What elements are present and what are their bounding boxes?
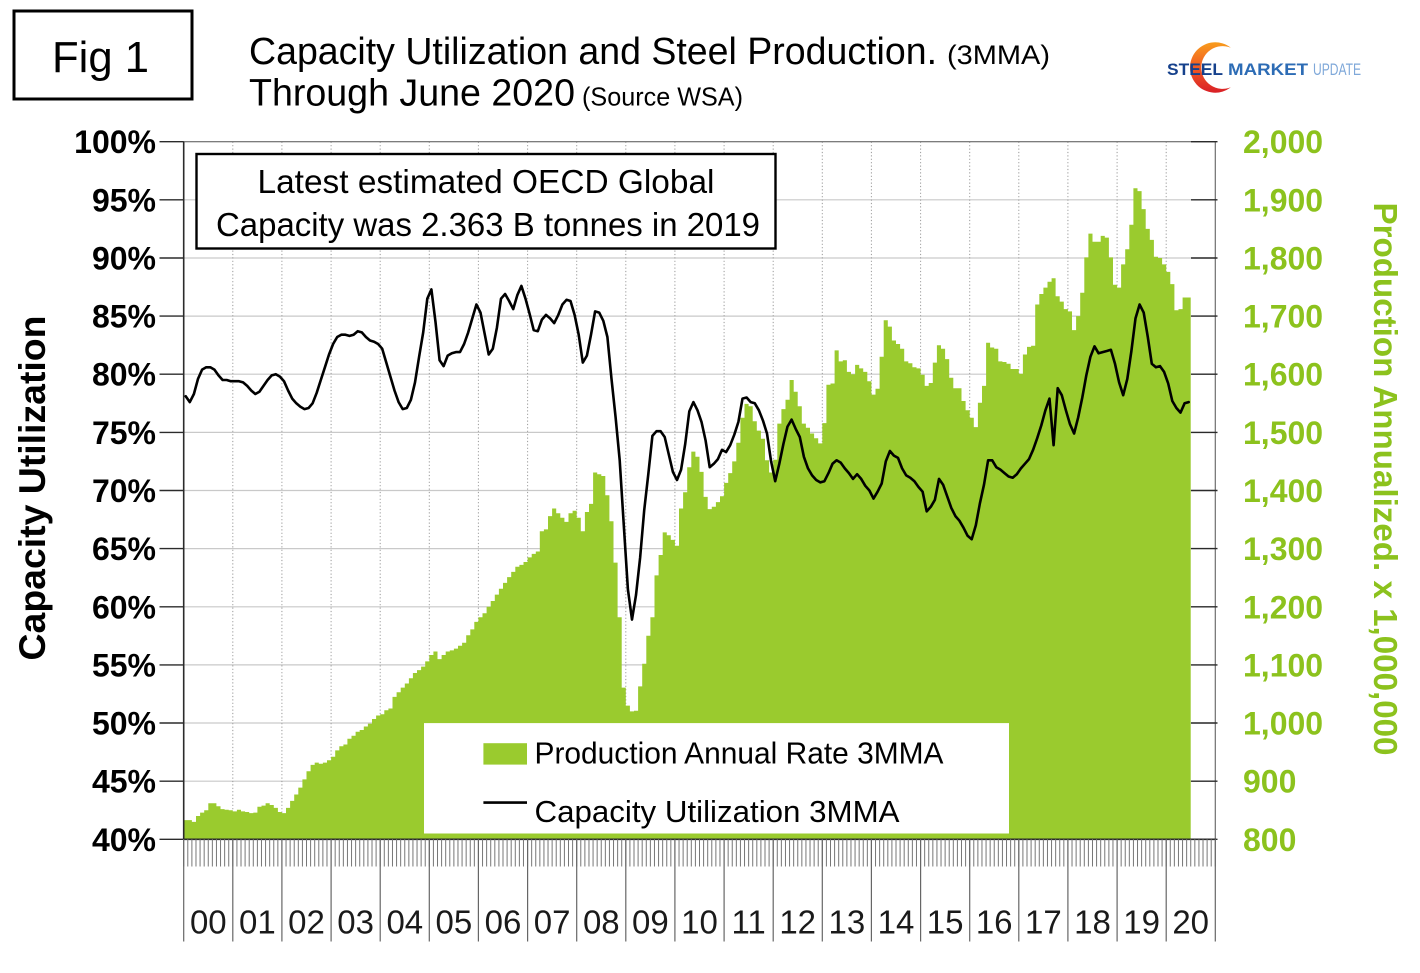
svg-text:1,300: 1,300	[1243, 531, 1323, 567]
svg-text:03: 03	[337, 904, 374, 941]
svg-text:95%: 95%	[92, 182, 156, 218]
svg-text:UPDATE: UPDATE	[1313, 60, 1361, 79]
svg-text:1,400: 1,400	[1243, 473, 1323, 509]
svg-text:1,500: 1,500	[1243, 415, 1323, 451]
svg-text:12: 12	[779, 904, 816, 941]
svg-text:17: 17	[1025, 904, 1062, 941]
svg-text:1,700: 1,700	[1243, 299, 1323, 335]
svg-text:1,100: 1,100	[1243, 647, 1323, 683]
svg-text:06: 06	[485, 904, 522, 941]
svg-text:Capacity Utilization: Capacity Utilization	[12, 316, 53, 661]
svg-text:Latest estimated OECD Global: Latest estimated OECD Global	[258, 163, 715, 200]
svg-text:60%: 60%	[92, 589, 156, 625]
svg-text:80%: 80%	[92, 357, 156, 393]
svg-text:20: 20	[1172, 904, 1209, 941]
svg-text:100%: 100%	[74, 124, 156, 160]
svg-text:Capacity Utilization 3MMA: Capacity Utilization 3MMA	[535, 795, 901, 829]
svg-text:05: 05	[436, 904, 473, 941]
svg-text:18: 18	[1074, 904, 1111, 941]
svg-text:40%: 40%	[92, 822, 156, 858]
svg-text:STEEL: STEEL	[1167, 60, 1223, 79]
svg-text:10: 10	[681, 904, 718, 941]
svg-text:19: 19	[1123, 904, 1160, 941]
svg-text:1,200: 1,200	[1243, 589, 1323, 625]
svg-text:900: 900	[1243, 764, 1296, 800]
svg-text:MARKET: MARKET	[1228, 60, 1309, 79]
svg-text:75%: 75%	[92, 415, 156, 451]
svg-text:1,800: 1,800	[1243, 241, 1323, 277]
svg-text:Capacity was 2.363 B tonnes in: Capacity was 2.363 B tonnes in 2019	[216, 206, 760, 243]
svg-text:14: 14	[878, 904, 915, 941]
svg-text:90%: 90%	[92, 241, 156, 277]
svg-text:65%: 65%	[92, 531, 156, 567]
svg-text:15: 15	[927, 904, 964, 941]
svg-text:800: 800	[1243, 822, 1296, 858]
svg-text:Through June 2020: Through June 2020	[249, 73, 575, 115]
svg-text:Production Annualized. x 1,000: Production Annualized. x 1,000,000	[1367, 203, 1404, 756]
svg-text:13: 13	[829, 904, 866, 941]
svg-text:Fig 1: Fig 1	[52, 33, 149, 82]
svg-text:04: 04	[386, 904, 423, 941]
svg-text:Production Annual Rate 3MMA: Production Annual Rate 3MMA	[535, 737, 945, 771]
svg-text:09: 09	[632, 904, 669, 941]
svg-text:1,000: 1,000	[1243, 706, 1323, 742]
svg-text:00: 00	[190, 904, 227, 941]
svg-text:2,000: 2,000	[1243, 124, 1323, 160]
svg-text:08: 08	[583, 904, 620, 941]
svg-text:01: 01	[239, 904, 276, 941]
svg-text:16: 16	[976, 904, 1013, 941]
svg-text:1,600: 1,600	[1243, 357, 1323, 393]
svg-text:Capacity Utilization and Steel: Capacity Utilization and Steel Productio…	[249, 31, 937, 73]
svg-text:55%: 55%	[92, 647, 156, 683]
svg-text:1,900: 1,900	[1243, 182, 1323, 218]
svg-text:11: 11	[731, 904, 765, 941]
svg-text:07: 07	[534, 904, 571, 941]
svg-text:85%: 85%	[92, 299, 156, 335]
svg-text:(3MMA): (3MMA)	[947, 40, 1050, 70]
svg-text:02: 02	[288, 904, 325, 941]
svg-text:50%: 50%	[92, 706, 156, 742]
svg-text:70%: 70%	[92, 473, 156, 509]
svg-text:45%: 45%	[92, 764, 156, 800]
svg-text:(Source WSA): (Source WSA)	[582, 82, 743, 112]
